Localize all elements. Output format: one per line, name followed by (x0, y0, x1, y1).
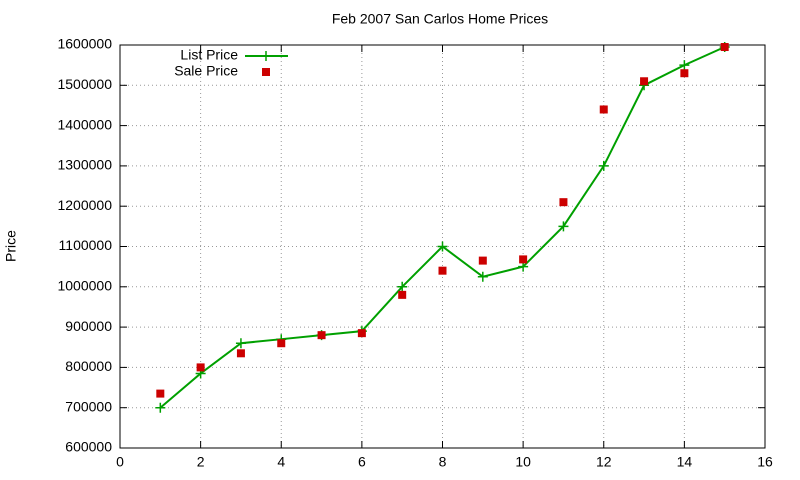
chart-title: Feb 2007 San Carlos Home Prices (332, 11, 548, 27)
y-tick-label: 900000 (65, 318, 112, 334)
x-tick-label: 16 (757, 454, 773, 470)
y-tick-label: 1400000 (57, 116, 112, 132)
data-point (397, 281, 408, 292)
y-tick-label: 600000 (65, 439, 112, 455)
y-tick-label: 1500000 (57, 76, 112, 92)
x-tick-label: 8 (439, 454, 447, 470)
data-point (196, 363, 205, 372)
data-point (357, 329, 366, 338)
data-point (559, 198, 568, 207)
plot-border (119, 44, 766, 449)
legend-marker (261, 51, 271, 61)
data-point (236, 349, 245, 358)
data-point (437, 241, 448, 252)
y-tick-label: 1600000 (57, 36, 112, 52)
y-tick-label: 700000 (65, 398, 112, 414)
data-point (156, 389, 165, 398)
x-tick-label: 10 (515, 454, 531, 470)
y-tick-label: 1300000 (57, 157, 112, 173)
data-point (477, 271, 488, 282)
y-tick-label: 1100000 (59, 237, 113, 253)
data-point (680, 69, 689, 78)
data-point (679, 60, 690, 71)
data-point (235, 338, 246, 349)
data-point (640, 77, 649, 86)
data-point (478, 256, 487, 265)
data-point (558, 221, 569, 232)
legend-marker (262, 68, 270, 76)
data-point (599, 105, 608, 114)
y-tick-label: 1200000 (57, 197, 112, 213)
x-tick-label: 6 (358, 454, 366, 470)
data-point (277, 339, 286, 348)
data-point (438, 266, 447, 275)
data-point (598, 160, 609, 171)
y-tick-label: 1000000 (57, 278, 112, 294)
data-point (720, 43, 729, 52)
data-point (519, 255, 528, 264)
y-axis-label: Price (3, 230, 19, 262)
y-tick-label: 800000 (65, 358, 112, 374)
x-tick-label: 4 (277, 454, 285, 470)
x-tick-label: 0 (116, 454, 124, 470)
x-tick-label: 14 (677, 454, 693, 470)
x-tick-label: 12 (596, 454, 612, 470)
legend-label: Sale Price (174, 63, 238, 79)
data-point (317, 331, 326, 340)
data-point (155, 402, 166, 413)
x-tick-label: 2 (197, 454, 205, 470)
legend-label: List Price (180, 47, 238, 63)
data-point (398, 290, 407, 299)
